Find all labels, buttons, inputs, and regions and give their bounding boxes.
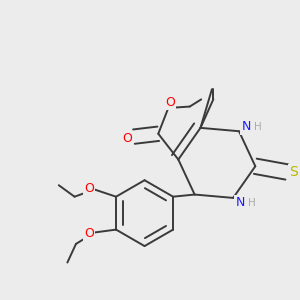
Text: O: O [165,96,175,109]
Text: H: H [248,198,256,208]
Text: N: N [236,196,245,209]
Text: S: S [290,165,298,179]
Text: O: O [85,182,94,196]
Text: N: N [242,120,251,134]
Text: O: O [85,227,94,240]
Text: H: H [254,122,262,132]
Text: O: O [122,132,132,146]
